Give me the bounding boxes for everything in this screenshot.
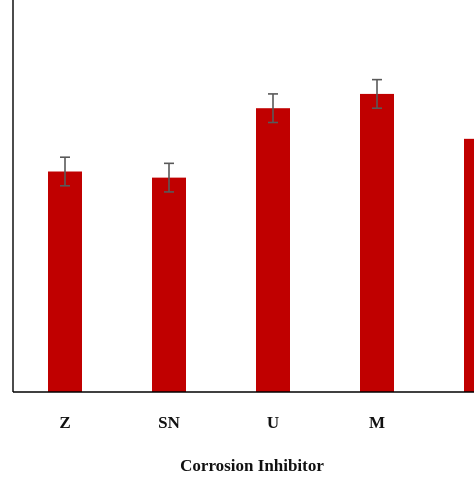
error-bar-z (60, 156, 70, 187)
error-bar-m (372, 78, 382, 110)
bar-s (464, 138, 474, 392)
bars-layer (48, 93, 474, 393)
x-axis-title: Corrosion Inhibitor (180, 456, 324, 474)
error-bar-sn (164, 162, 174, 193)
error-bar-u (268, 93, 278, 124)
bar-z (48, 171, 82, 392)
bar-sn (152, 177, 186, 392)
x-tick-label-m: M (369, 413, 385, 432)
error-bars-layer (60, 78, 382, 193)
x-tick-labels: ZSNUMS (59, 413, 385, 432)
x-tick-label-u: U (267, 413, 279, 432)
x-tick-label-z: Z (59, 413, 70, 432)
x-tick-label-sn: SN (158, 413, 180, 432)
bar-u (256, 108, 290, 392)
bar-m (360, 93, 394, 393)
axes-layer (12, 0, 474, 393)
